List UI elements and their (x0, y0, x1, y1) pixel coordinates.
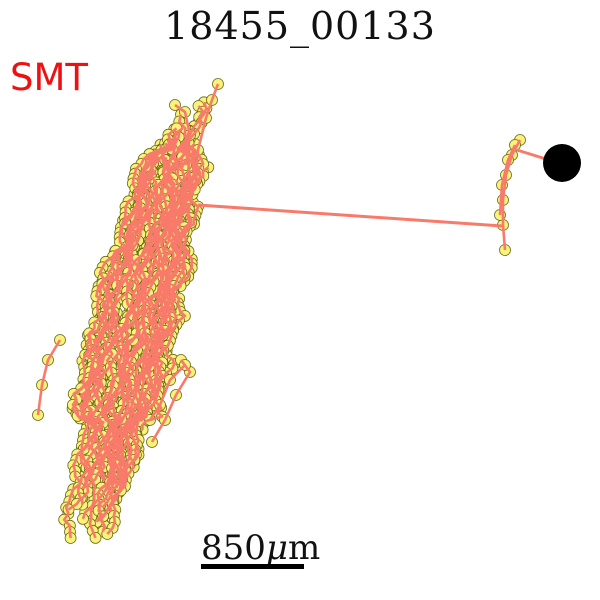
skeleton-trace (139, 149, 205, 423)
cell-type-label: SMT (10, 56, 89, 99)
soma-marker (543, 144, 581, 182)
scale-bar-unit-symbol: μ (265, 528, 289, 568)
skeleton-trace (194, 83, 220, 181)
skeleton-trace (80, 127, 178, 505)
skeleton-trace (36, 339, 62, 416)
scale-bar-label: 850μm (201, 528, 320, 568)
skeleton-trace (110, 454, 127, 487)
scale-bar-value: 850 (201, 528, 266, 568)
skeleton-trace (174, 103, 192, 166)
axon-connection (197, 203, 503, 228)
skeleton-trace (150, 359, 192, 443)
figure-title: 18455_00133 (164, 4, 436, 48)
skeleton-trace (81, 130, 181, 520)
skeleton-trace (148, 364, 186, 421)
skeleton-trace (498, 144, 517, 216)
skeleton-trace (106, 169, 196, 535)
skeleton-trace (110, 147, 191, 489)
scale-bar-unit: m (288, 528, 321, 568)
skeleton-trace (501, 139, 522, 251)
skeleton-trace (88, 114, 190, 539)
skeleton-traces (36, 83, 522, 539)
skeleton-trace (104, 156, 180, 450)
skeleton-trace (80, 154, 157, 451)
scale-bar-line (201, 564, 304, 569)
skeleton-trace (67, 179, 147, 511)
